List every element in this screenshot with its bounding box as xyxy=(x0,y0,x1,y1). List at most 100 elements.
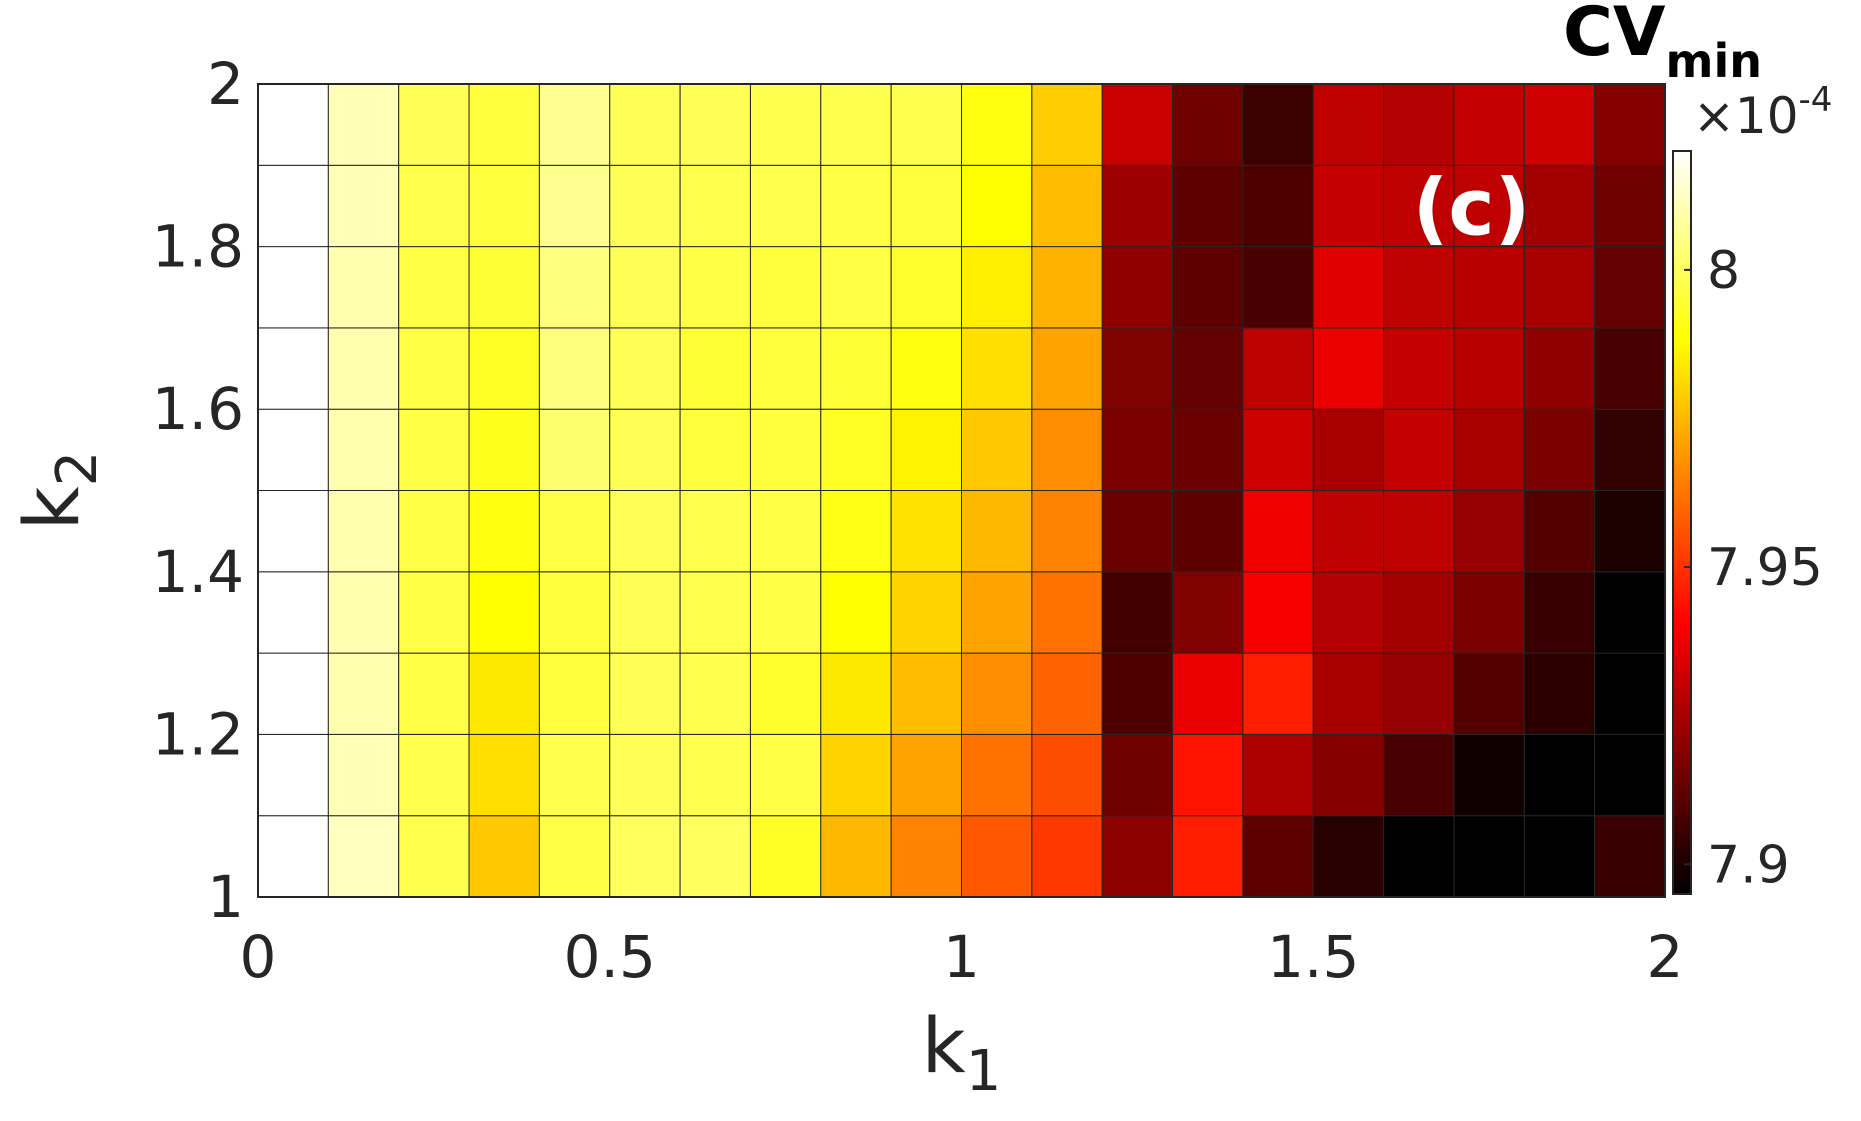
heatmap-cell xyxy=(1453,652,1525,735)
heatmap-cell xyxy=(1242,571,1314,654)
heatmap-cell xyxy=(679,490,751,573)
heatmap-cell xyxy=(820,490,892,573)
heatmap-cell xyxy=(1172,408,1244,492)
heatmap-cell xyxy=(1523,408,1596,492)
heatmap-cell xyxy=(1031,490,1103,573)
heatmap-cell xyxy=(1453,733,1525,817)
heatmap-cell xyxy=(890,815,963,898)
heatmap-cell xyxy=(749,571,822,654)
heatmap-cell xyxy=(1383,733,1455,817)
heatmap-cell xyxy=(820,83,892,166)
heatmap-cell xyxy=(327,83,400,166)
heatmap-cell xyxy=(468,733,540,817)
heatmap-cell xyxy=(679,652,751,735)
heatmap-cell xyxy=(1031,408,1103,492)
heatmap-cell xyxy=(749,327,822,410)
heatmap-cell xyxy=(327,490,400,573)
heatmap-cells xyxy=(257,83,1666,898)
heatmap-cell xyxy=(327,164,400,248)
heatmap-cell xyxy=(398,571,470,654)
heatmap-cell xyxy=(679,83,751,166)
x-axis-label: k1 xyxy=(922,1001,1002,1104)
heatmap-cell xyxy=(468,815,540,898)
heatmap-cell xyxy=(398,733,470,817)
heatmap-cell xyxy=(1101,83,1174,166)
heatmap-cell xyxy=(1523,83,1596,166)
heatmap-cell xyxy=(1312,246,1385,329)
heatmap-cell xyxy=(961,83,1033,166)
heatmap-cell xyxy=(609,164,681,248)
heatmap-cell xyxy=(327,408,400,492)
plot-frame xyxy=(257,83,1666,898)
heatmap-cell xyxy=(1594,490,1666,573)
heatmap-cell xyxy=(327,571,400,654)
heatmap-cell xyxy=(1594,571,1666,654)
heatmap-cell xyxy=(1101,815,1174,898)
x-tick-label: 0 xyxy=(240,923,277,991)
heatmap-cell xyxy=(1101,571,1174,654)
heatmap-cell xyxy=(257,490,329,573)
y-axis-label: k2 xyxy=(7,451,110,531)
heatmap-cell xyxy=(468,83,540,166)
heatmap-cell xyxy=(1523,652,1596,735)
heatmap-cell xyxy=(820,164,892,248)
heatmap-cell xyxy=(1523,327,1596,410)
heatmap-cell xyxy=(1453,571,1525,654)
colorbar xyxy=(1672,150,1692,895)
heatmap-cell xyxy=(398,327,470,410)
heatmap-cell xyxy=(1312,490,1385,573)
heatmap-cell xyxy=(679,571,751,654)
heatmap-cell xyxy=(257,327,329,410)
heatmap-cell xyxy=(749,164,822,248)
heatmap-cell xyxy=(1594,733,1666,817)
heatmap-cell xyxy=(890,652,963,735)
heatmap-cell xyxy=(257,733,329,817)
heatmap-cell xyxy=(961,733,1033,817)
heatmap-cell xyxy=(1101,327,1174,410)
heatmap-cell xyxy=(961,815,1033,898)
colorbar-tick-label: 7.9 xyxy=(1707,835,1790,895)
colorbar-title: CVmin xyxy=(1563,0,1762,88)
heatmap-cell xyxy=(1594,83,1666,166)
colorbar-tick-label: 7.95 xyxy=(1707,538,1823,598)
heatmap-cell xyxy=(1312,408,1385,492)
heatmap-cell xyxy=(398,815,470,898)
heatmap-cell xyxy=(679,246,751,329)
heatmap-cell xyxy=(961,246,1033,329)
colorbar-tick-label: 8 xyxy=(1707,241,1740,301)
heatmap-cell xyxy=(1242,83,1314,166)
heatmap-cell xyxy=(1453,815,1525,898)
heatmap-cell xyxy=(327,246,400,329)
heatmap-cell xyxy=(1031,815,1103,898)
heatmap-cell xyxy=(890,571,963,654)
heatmap-cell xyxy=(1312,327,1385,410)
heatmap-cell xyxy=(609,652,681,735)
heatmap-cell xyxy=(1031,652,1103,735)
heatmap-cell xyxy=(1383,327,1455,410)
heatmap-cell xyxy=(1453,408,1525,492)
colorbar-multiplier: ×10-4 xyxy=(1693,80,1832,145)
heatmap-cell xyxy=(1172,652,1244,735)
heatmap-cell xyxy=(1523,164,1596,248)
heatmap-cell xyxy=(820,815,892,898)
heatmap-cell xyxy=(890,246,963,329)
heatmap-cell xyxy=(1242,164,1314,248)
heatmap-cell xyxy=(398,652,470,735)
heatmap-cell xyxy=(538,83,611,166)
heatmap-cell xyxy=(1101,652,1174,735)
heatmap-cell xyxy=(1523,733,1596,817)
heatmap-cell xyxy=(679,815,751,898)
heatmap-cell xyxy=(1594,164,1666,248)
heatmap-cell xyxy=(890,83,963,166)
heatmap-cell xyxy=(398,490,470,573)
heatmap-cell xyxy=(1312,164,1385,248)
heatmap-cell xyxy=(1594,652,1666,735)
panel-label: (c) xyxy=(1413,163,1531,253)
heatmap-cell xyxy=(1312,652,1385,735)
heatmap-cell xyxy=(609,83,681,166)
heatmap-cell xyxy=(1594,246,1666,329)
heatmap-cell xyxy=(538,408,611,492)
heatmap-cell xyxy=(398,408,470,492)
heatmap-cell xyxy=(1101,490,1174,573)
